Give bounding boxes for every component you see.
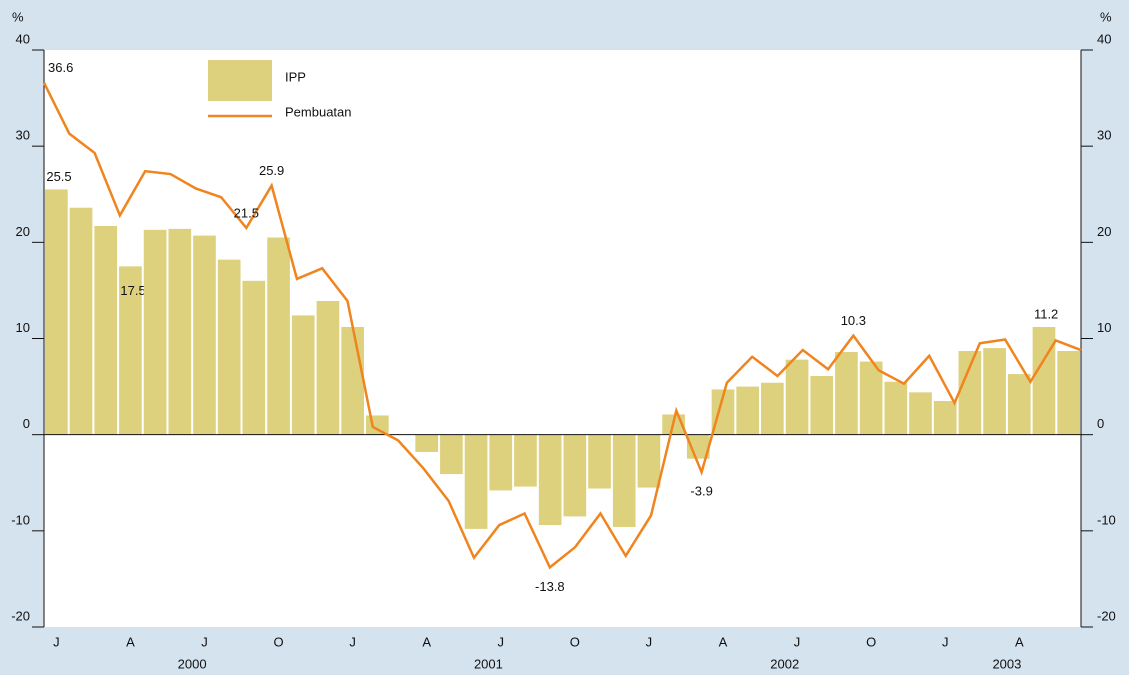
year-label: 2003 — [992, 656, 1021, 671]
data-label: 25.9 — [259, 163, 284, 178]
y-tick-label: 40 — [16, 31, 30, 46]
y-tick-label: 20 — [16, 224, 30, 239]
x-tick-label: J — [794, 634, 801, 649]
x-tick-label: A — [1015, 634, 1024, 649]
bar — [859, 361, 883, 435]
bar — [143, 229, 167, 435]
x-tick-label: O — [866, 634, 876, 649]
plot-area — [44, 50, 1081, 627]
bar — [810, 376, 834, 435]
y-tick-label: 0 — [23, 416, 30, 431]
year-label: 2000 — [178, 656, 207, 671]
x-tick-label: J — [646, 634, 653, 649]
x-tick-label: A — [719, 634, 728, 649]
bar — [94, 225, 118, 435]
bar — [588, 434, 611, 489]
y-unit: % — [12, 9, 24, 24]
bar — [884, 381, 908, 435]
bar — [440, 434, 463, 475]
y2-unit: % — [1100, 9, 1112, 24]
bar — [267, 237, 290, 435]
legend-label: IPP — [285, 69, 306, 84]
data-label: -13.8 — [535, 579, 565, 594]
data-label: 36.6 — [48, 60, 73, 75]
bar — [736, 386, 760, 435]
year-label: 2002 — [770, 656, 799, 671]
x-tick-label: O — [570, 634, 580, 649]
bar — [119, 266, 142, 435]
x-tick-label: J — [201, 634, 208, 649]
bar — [711, 389, 735, 435]
bar — [563, 434, 587, 517]
bar — [341, 326, 364, 435]
y2-tick-label: 0 — [1097, 416, 1104, 431]
bar — [933, 401, 957, 435]
data-label: -3.9 — [690, 484, 712, 499]
data-label: 17.5 — [120, 283, 145, 298]
bar — [316, 300, 340, 435]
year-label: 2001 — [474, 656, 503, 671]
bar — [489, 434, 513, 491]
line — [42, 82, 1082, 570]
y-tick-label: 30 — [16, 128, 30, 143]
y2-tick-label: 40 — [1097, 31, 1111, 46]
y-tick-label: -10 — [11, 512, 30, 527]
bar — [983, 348, 1006, 435]
x-tick-label: A — [126, 634, 135, 649]
bar — [1032, 326, 1056, 435]
data-label: 25.5 — [46, 169, 71, 184]
bar — [45, 189, 68, 435]
bar — [291, 315, 315, 435]
bar — [909, 392, 932, 435]
data-label: 10.3 — [841, 313, 866, 328]
data-label: 11.2 — [1034, 306, 1058, 321]
x-tick-label: A — [422, 634, 431, 649]
bar — [217, 259, 241, 435]
bar — [637, 434, 661, 488]
bar — [958, 351, 982, 435]
bar — [69, 207, 93, 435]
y2-tick-label: -20 — [1097, 608, 1116, 623]
x-tick-label: J — [349, 634, 356, 649]
y2-tick-label: 20 — [1097, 224, 1111, 239]
bar — [538, 434, 562, 526]
bar — [365, 415, 389, 435]
bar — [835, 351, 858, 435]
bar — [514, 434, 537, 487]
data-label: 21.5 — [234, 205, 259, 220]
y2-tick-label: 30 — [1097, 128, 1111, 143]
y2-tick-label: 10 — [1097, 320, 1111, 335]
x-tick-label: J — [53, 634, 60, 649]
bar — [193, 235, 216, 435]
bar — [415, 434, 439, 452]
legend-swatch — [208, 60, 272, 101]
x-tick-label: J — [942, 634, 949, 649]
y2-tick-label: -10 — [1097, 512, 1116, 527]
bar — [612, 434, 636, 527]
bar — [1057, 351, 1080, 435]
y-tick-label: -20 — [11, 608, 30, 623]
bar — [464, 434, 488, 529]
bar — [761, 382, 784, 435]
legend-label: Pembuatan — [285, 104, 352, 119]
bar — [242, 280, 266, 435]
x-tick-label: J — [498, 634, 505, 649]
bar — [1007, 374, 1031, 435]
bar — [785, 359, 809, 435]
y-tick-label: 10 — [16, 320, 30, 335]
bar — [168, 228, 192, 435]
x-tick-label: O — [273, 634, 283, 649]
